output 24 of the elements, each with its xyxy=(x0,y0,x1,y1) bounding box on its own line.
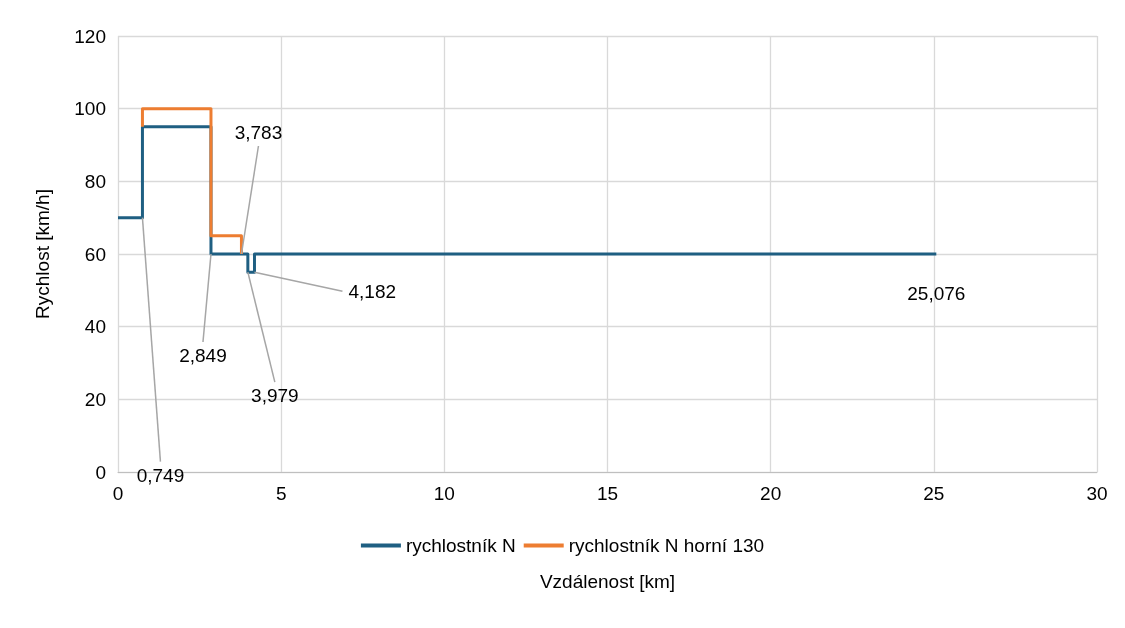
x-tick-label: 0 xyxy=(112,483,124,504)
x-tick-label: 15 xyxy=(596,483,619,504)
x-tick-label: 30 xyxy=(1086,483,1108,504)
annotation: 0,749 xyxy=(136,464,185,486)
legend-label: rychlostník N horní 130 xyxy=(568,535,765,556)
y-tick-label: 20 xyxy=(84,388,106,410)
x-tick-label: 25 xyxy=(923,483,945,504)
y-tick-label: 40 xyxy=(84,316,106,338)
y-tick-label: 0 xyxy=(95,461,106,483)
annotation: 3,783 xyxy=(234,122,283,143)
y-tick-label: 60 xyxy=(84,243,106,265)
x-tick-label: 10 xyxy=(433,483,455,504)
y-axis-title: Rychlost [km/h] xyxy=(32,189,53,319)
y-tick-label: 120 xyxy=(74,25,106,47)
annotation: 4,182 xyxy=(348,280,397,302)
x-tick-label: 20 xyxy=(760,483,782,504)
legend-label: rychlostník N xyxy=(405,535,516,556)
annotation: 3,979 xyxy=(251,385,299,407)
annotation: 25,076 xyxy=(907,283,966,304)
x-tick-label: 5 xyxy=(275,483,287,504)
y-tick-label: 100 xyxy=(74,98,106,120)
y-tick-label: 80 xyxy=(84,170,106,192)
x-axis-title: Vzdálenost [km] xyxy=(539,571,676,592)
annotation: 2,849 xyxy=(179,345,227,366)
